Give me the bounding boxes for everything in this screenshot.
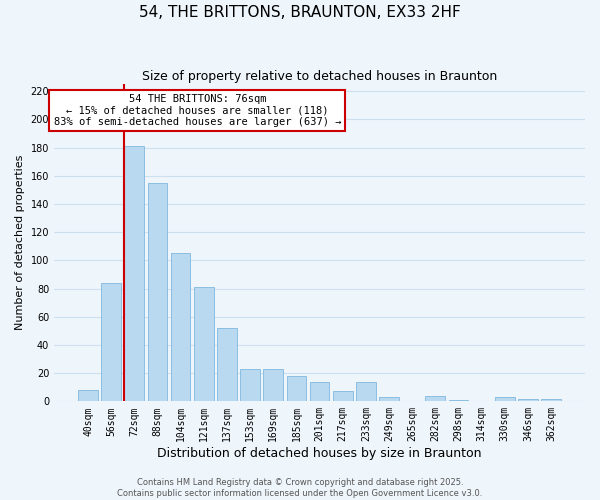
Text: 54 THE BRITTONS: 76sqm
← 15% of detached houses are smaller (118)
83% of semi-de: 54 THE BRITTONS: 76sqm ← 15% of detached… — [53, 94, 341, 127]
Text: 54, THE BRITTONS, BRAUNTON, EX33 2HF: 54, THE BRITTONS, BRAUNTON, EX33 2HF — [139, 5, 461, 20]
Bar — [101, 283, 121, 402]
Bar — [333, 392, 353, 402]
Bar — [263, 369, 283, 402]
Bar — [425, 396, 445, 402]
Bar — [379, 397, 399, 402]
Y-axis label: Number of detached properties: Number of detached properties — [15, 155, 25, 330]
Bar — [240, 369, 260, 402]
X-axis label: Distribution of detached houses by size in Braunton: Distribution of detached houses by size … — [157, 447, 482, 460]
Bar — [518, 398, 538, 402]
Bar — [217, 328, 237, 402]
Bar — [449, 400, 468, 402]
Bar — [124, 146, 144, 402]
Bar — [171, 254, 190, 402]
Bar — [541, 398, 561, 402]
Bar — [148, 183, 167, 402]
Bar — [287, 376, 306, 402]
Bar — [310, 382, 329, 402]
Bar — [356, 382, 376, 402]
Bar — [194, 287, 214, 402]
Text: Contains HM Land Registry data © Crown copyright and database right 2025.
Contai: Contains HM Land Registry data © Crown c… — [118, 478, 482, 498]
Bar — [495, 397, 515, 402]
Title: Size of property relative to detached houses in Braunton: Size of property relative to detached ho… — [142, 70, 497, 83]
Bar — [78, 390, 98, 402]
